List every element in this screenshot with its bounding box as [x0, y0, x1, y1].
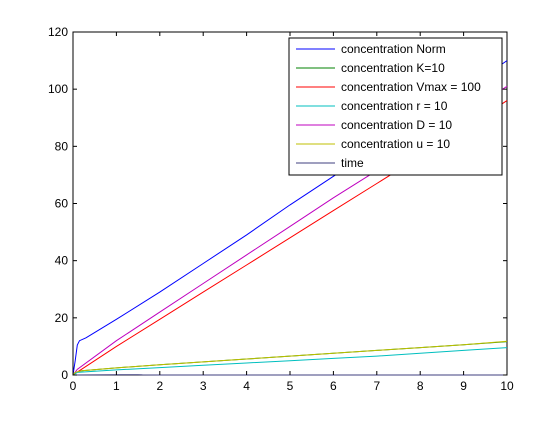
- y-tick-label: 60: [55, 197, 69, 211]
- legend-label: concentration Vmax = 100: [341, 80, 481, 94]
- x-tick-label: 5: [287, 379, 294, 393]
- y-tick-label: 40: [55, 254, 69, 268]
- x-tick-label: 1: [113, 379, 120, 393]
- x-tick-label: 10: [500, 379, 514, 393]
- y-tick-label: 0: [61, 368, 68, 382]
- x-tick-label: 8: [417, 379, 424, 393]
- y-tick-label: 120: [48, 25, 68, 39]
- x-tick-label: 6: [330, 379, 337, 393]
- y-tick-label: 20: [55, 311, 69, 325]
- y-tick-label: 100: [48, 82, 68, 96]
- legend: concentration Norm concentration K=10 conc…: [289, 38, 502, 175]
- legend-label: concentration u = 10: [341, 137, 450, 151]
- legend-label: concentration Norm: [341, 42, 446, 56]
- x-tick-label: 2: [156, 379, 163, 393]
- x-tick-label: 7: [373, 379, 380, 393]
- x-tick-label: 9: [460, 379, 467, 393]
- x-tick-label: 4: [243, 379, 250, 393]
- legend-label: concentration D = 10: [341, 118, 452, 132]
- x-tick-label: 3: [200, 379, 207, 393]
- y-tick-label: 80: [55, 139, 69, 153]
- legend-label: concentration K=10: [341, 61, 445, 75]
- x-tick-label: 0: [70, 379, 77, 393]
- legend-label: concentration r = 10: [341, 99, 448, 113]
- legend-label: time: [341, 156, 364, 170]
